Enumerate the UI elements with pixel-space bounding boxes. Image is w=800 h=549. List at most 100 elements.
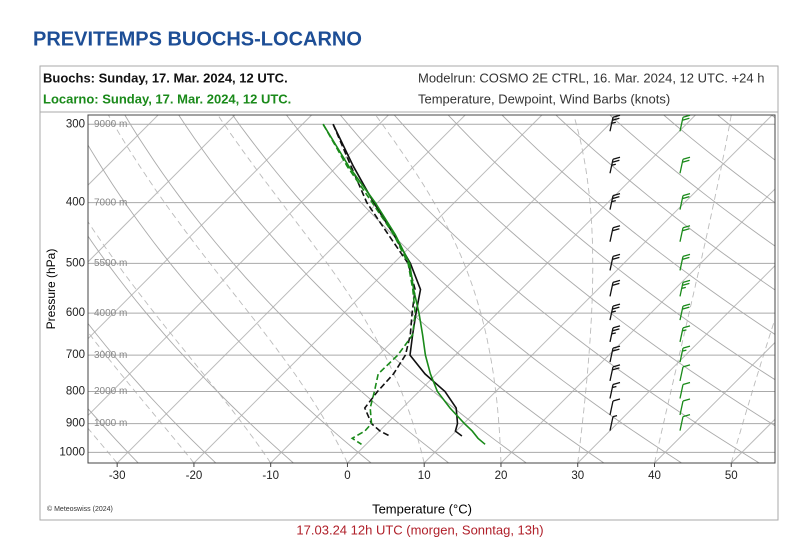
wind-barb	[679, 413, 691, 431]
grid-line	[347, 115, 696, 463]
height-label: 9000 m	[94, 119, 127, 130]
moist-adiabat	[108, 115, 348, 463]
height-label: 2000 m	[94, 386, 127, 397]
wind-barb	[609, 325, 621, 343]
dry-adiabat	[88, 235, 294, 463]
moist-adiabat	[573, 115, 594, 463]
wind-barb	[609, 381, 621, 399]
grid-line	[500, 188, 775, 463]
y-tick-label: 800	[66, 386, 85, 398]
wind-barb	[679, 156, 691, 174]
wind-barb	[609, 303, 621, 321]
moist-adiabat	[217, 115, 425, 463]
dry-adiabat	[393, 115, 775, 427]
moist-adiabat	[88, 221, 272, 463]
x-tick-label: -10	[262, 470, 279, 482]
wind-barb	[679, 364, 691, 382]
wind-barb	[679, 398, 691, 416]
wind-barb	[609, 253, 621, 271]
wind-barb	[679, 381, 691, 399]
wind-barb	[609, 345, 621, 363]
wind-barb	[609, 279, 621, 297]
wind-barb	[679, 345, 691, 363]
grid-line	[193, 115, 543, 463]
dry-adiabat	[447, 115, 775, 381]
wind-barb	[609, 114, 621, 132]
y-tick-label: 900	[66, 418, 85, 430]
dry-adiabat	[178, 115, 527, 463]
isotherm	[88, 115, 313, 340]
y-tick-label: 700	[66, 349, 85, 361]
x-tick-label: 40	[648, 470, 661, 482]
y-axis-label: Pressure (hPa)	[44, 249, 58, 330]
y-tick-label: 600	[66, 307, 85, 319]
wind-barb	[609, 414, 618, 431]
dry-adiabat	[124, 115, 449, 463]
grid-line	[270, 115, 620, 463]
temperature-line	[322, 123, 486, 445]
grid-line	[654, 341, 775, 463]
wind-barb	[679, 325, 691, 343]
x-tick-label: 0	[344, 470, 350, 482]
height-label: 4000 m	[94, 308, 127, 319]
model-info: Modelrun: COSMO 2E CTRL, 16. Mar. 2024, …	[418, 70, 764, 85]
wind-barb	[679, 303, 691, 321]
credit: © Meteoswiss (2024)	[47, 505, 113, 513]
height-label: 7000 m	[94, 197, 127, 208]
grid-line	[577, 265, 775, 463]
dry-adiabat	[88, 322, 217, 463]
plot-marks	[322, 123, 486, 445]
wind-barb	[609, 225, 621, 242]
grid-line	[116, 115, 466, 463]
station-label: Buochs: Sunday, 17. Mar. 2024, 12 UTC.	[43, 70, 288, 85]
wind-barb	[679, 279, 691, 297]
wind-barb	[679, 253, 691, 271]
x-tick-label: -20	[186, 470, 203, 482]
dry-adiabat	[339, 115, 760, 463]
dry-adiabat	[286, 115, 682, 463]
height-label: 1000 m	[94, 418, 127, 429]
footer: 17.03.24 12h UTC (morgen, Sonntag, 13h)	[296, 522, 543, 537]
plot-border	[87, 114, 776, 464]
content-info: Temperature, Dewpoint, Wind Barbs (knots…	[418, 91, 670, 106]
wind-barb	[609, 156, 621, 174]
y-tick-label: 500	[66, 257, 85, 269]
isotherm	[88, 115, 389, 417]
dry-adiabat	[88, 144, 372, 463]
moist-adiabat	[88, 331, 195, 463]
x-tick-label: 50	[725, 470, 738, 482]
dry-adiabat	[555, 115, 775, 291]
wind-barb	[609, 364, 621, 382]
grid-line	[423, 115, 773, 463]
height-label: 3000 m	[94, 350, 127, 361]
x-tick-label: 10	[418, 470, 431, 482]
isotherm	[88, 115, 236, 263]
wind-barb	[609, 398, 621, 416]
wind-barb	[609, 193, 621, 210]
y-tick-label: 300	[66, 118, 85, 130]
y-tick-label: 400	[66, 197, 85, 209]
x-tick-label: 20	[495, 470, 508, 482]
dry-adiabat	[232, 115, 605, 463]
isotherm	[0, 115, 5, 463]
wind-barb	[679, 225, 691, 242]
grid	[0, 115, 775, 463]
moist-adiabat	[654, 115, 732, 463]
frame	[39, 65, 779, 521]
station-label: Locarno: Sunday, 17. Mar. 2024, 12 UTC.	[43, 91, 291, 106]
moist-adiabat	[375, 115, 502, 463]
dry-adiabat	[609, 115, 775, 247]
wind-barb	[679, 193, 691, 210]
chart-title: PREVITEMPS BUOCHS-LOCARNO	[33, 28, 362, 50]
y-tick-label: 1000	[59, 446, 85, 458]
dry-adiabat	[663, 115, 775, 204]
dry-adiabat	[501, 115, 775, 336]
height-label: 5500 m	[94, 258, 127, 269]
dewpoint-line	[322, 123, 417, 445]
isotherm	[88, 115, 159, 186]
x-tick-label: 30	[571, 470, 584, 482]
wind-barb	[679, 114, 691, 132]
x-tick-label: -30	[109, 470, 126, 482]
